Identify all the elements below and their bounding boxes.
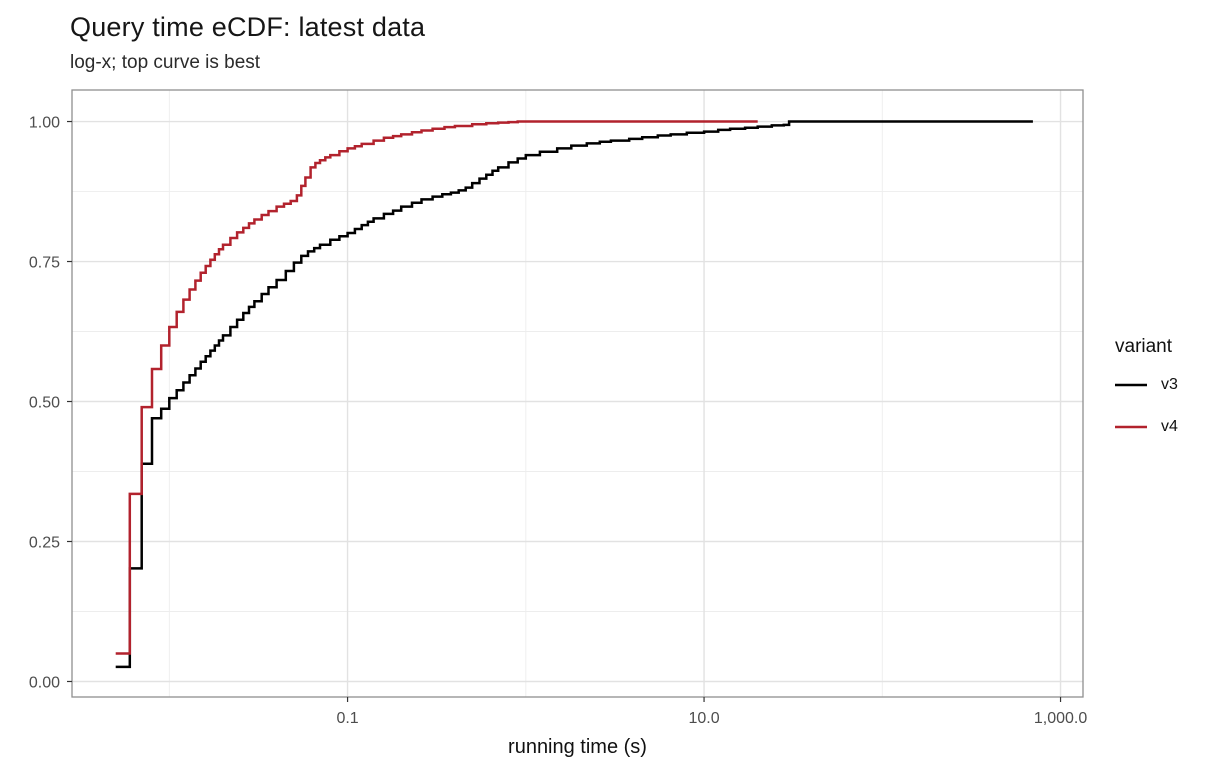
x-tick-label: 0.1 bbox=[336, 710, 358, 727]
legend-item-v3: v3 bbox=[1113, 376, 1178, 394]
legend-key-line-v4 bbox=[1115, 425, 1147, 429]
legend-label-v4: v4 bbox=[1161, 418, 1178, 435]
legend-key-line-v3 bbox=[1115, 383, 1147, 387]
y-tick-label: 0.00 bbox=[29, 674, 60, 691]
y-tick-label: 0.25 bbox=[29, 534, 60, 551]
plot-subtitle: log-x; top curve is best bbox=[70, 52, 261, 73]
y-tick-label: 0.75 bbox=[29, 255, 60, 272]
y-tick-label: 1.00 bbox=[29, 115, 60, 132]
x-axis-title: running time (s) bbox=[508, 736, 647, 758]
ecdf-line-v4 bbox=[115, 120, 758, 655]
legend-item-v4: v4 bbox=[1113, 418, 1178, 436]
panel-border bbox=[71, 89, 1084, 698]
legend-label-v3: v3 bbox=[1161, 376, 1178, 393]
x-tick-label: 10.0 bbox=[688, 710, 719, 727]
x-tick-label: 1,000.0 bbox=[1034, 710, 1087, 727]
plot-title: Query time eCDF: latest data bbox=[70, 12, 426, 42]
ecdf-line-v3 bbox=[115, 120, 1033, 669]
y-tick-label: 0.50 bbox=[29, 395, 60, 412]
legend-title: variant bbox=[1115, 336, 1173, 357]
legend: variant v3 v4 bbox=[1113, 336, 1178, 460]
